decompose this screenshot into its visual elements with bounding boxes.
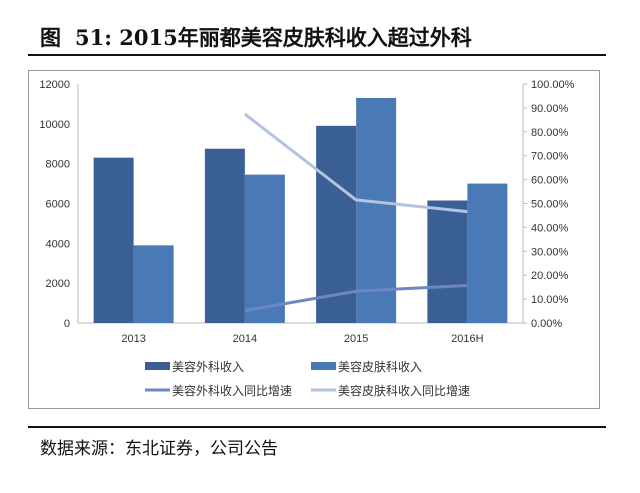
right-tick-label: 40.00% bbox=[531, 222, 569, 234]
right-tick-label: 60.00% bbox=[531, 175, 569, 187]
right-tick-label: 80.00% bbox=[531, 127, 569, 139]
title-rule bbox=[28, 54, 606, 56]
line-dermatology-growth bbox=[243, 112, 468, 214]
source-note: 数据来源：东北证券，公司公告 bbox=[40, 439, 278, 459]
right-tick-label: 100.00% bbox=[531, 79, 575, 91]
bar-dermatology bbox=[133, 245, 174, 323]
figure-number: 51: bbox=[75, 25, 112, 50]
legend-label: 美容外科收入 bbox=[172, 359, 244, 374]
left-tick-label: 4000 bbox=[46, 238, 70, 250]
x-tick-label: 2016H bbox=[451, 333, 483, 345]
legend-swatch bbox=[145, 362, 170, 370]
left-tick-label: 6000 bbox=[46, 199, 70, 211]
right-tick-label: 10.00% bbox=[531, 294, 569, 306]
x-tick-label: 2013 bbox=[121, 333, 145, 345]
bar-dermatology bbox=[356, 97, 397, 323]
right-tick-label: 70.00% bbox=[531, 151, 569, 163]
left-tick-label: 8000 bbox=[46, 159, 70, 171]
footer-rule bbox=[28, 426, 606, 428]
right-tick-label: 0.00% bbox=[531, 318, 562, 330]
bar-surgery bbox=[204, 148, 245, 323]
chart-frame bbox=[28, 70, 600, 409]
line-surgery-growth bbox=[244, 283, 468, 313]
right-tick-label: 50.00% bbox=[531, 199, 569, 211]
right-tick-label: 90.00% bbox=[531, 103, 569, 115]
bar-dermatology bbox=[244, 174, 285, 323]
chart-title: 图 51: 2015年丽都美容皮肤科收入超过外科 bbox=[40, 22, 472, 52]
figure-label: 图 bbox=[40, 25, 61, 50]
legend-swatch bbox=[311, 362, 336, 370]
left-tick-label: 2000 bbox=[46, 278, 70, 290]
left-tick-label: 0 bbox=[64, 318, 70, 330]
left-tick-label: 10000 bbox=[39, 119, 70, 131]
legend-label: 美容皮肤科收入同比增速 bbox=[338, 383, 470, 398]
x-tick-label: 2014 bbox=[233, 333, 257, 345]
bar-surgery bbox=[93, 157, 134, 323]
right-tick-label: 30.00% bbox=[531, 246, 569, 258]
bar-dermatology bbox=[467, 183, 508, 323]
right-tick-label: 20.00% bbox=[531, 270, 569, 282]
title-text: 2015年丽都美容皮肤科收入超过外科 bbox=[119, 25, 472, 50]
legend-label: 美容皮肤科收入 bbox=[338, 359, 422, 374]
bar-surgery bbox=[316, 125, 357, 323]
left-tick-label: 12000 bbox=[39, 79, 70, 91]
x-tick-label: 2015 bbox=[344, 333, 368, 345]
bar-surgery bbox=[427, 200, 468, 323]
legend-label: 美容外科收入同比增速 bbox=[172, 383, 292, 398]
